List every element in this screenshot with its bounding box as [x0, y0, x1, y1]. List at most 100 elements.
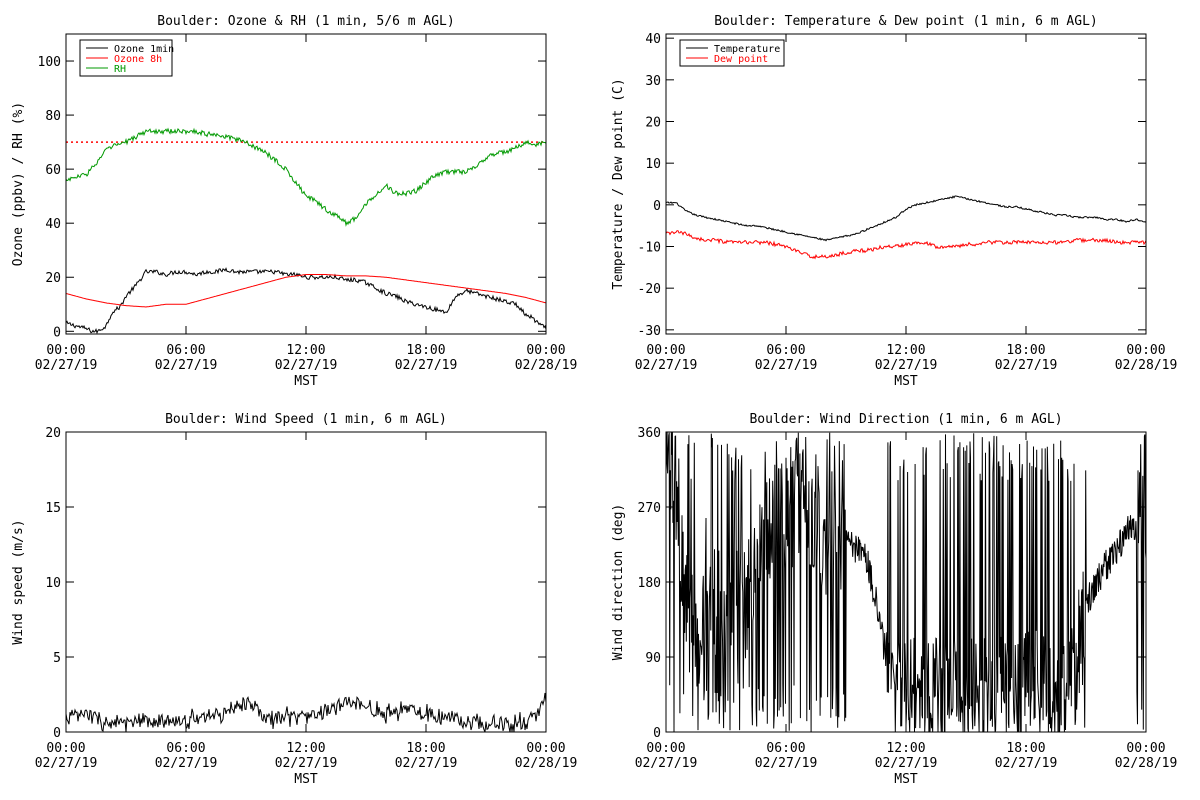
series-line-rh	[66, 127, 546, 227]
y-tick-label: 270	[638, 501, 661, 516]
y-tick-label: 360	[638, 426, 661, 441]
y-tick-label: 100	[38, 55, 61, 70]
x-tick-date: 02/27/19	[275, 756, 338, 771]
x-tick-date: 02/27/19	[875, 358, 938, 373]
plot-title: Boulder: Ozone & RH (1 min, 5/6 m AGL)	[157, 14, 454, 29]
legend-label: Ozone 1min	[114, 44, 174, 55]
x-tick-time: 00:00	[46, 741, 85, 756]
x-tick-date: 02/27/19	[995, 756, 1058, 771]
x-tick-time: 00:00	[526, 741, 565, 756]
y-axis-label: Ozone (ppbv) / RH (%)	[11, 102, 26, 266]
y-tick-label: 30	[645, 74, 661, 89]
temp-dewpoint-panel: Boulder: Temperature & Dew point (1 min,…	[611, 14, 1177, 389]
plot-data	[666, 432, 1146, 732]
x-tick-date: 02/27/19	[995, 358, 1058, 373]
y-tick-label: 10	[45, 576, 61, 591]
y-tick-label: 40	[45, 217, 61, 232]
x-axis-label: MST	[894, 374, 918, 389]
x-tick-date: 02/27/19	[875, 756, 938, 771]
y-tick-label: 0	[653, 199, 661, 214]
x-tick-date: 02/28/19	[515, 756, 578, 771]
x-tick-time: 12:00	[886, 343, 925, 358]
y-tick-label: 60	[45, 163, 61, 178]
x-tick-time: 12:00	[886, 741, 925, 756]
y-tick-label: 5	[53, 651, 61, 666]
x-tick-date: 02/27/19	[395, 358, 458, 373]
x-tick-time: 06:00	[166, 741, 205, 756]
y-axis-label: Wind direction (deg)	[611, 504, 626, 661]
x-tick-date: 02/27/19	[155, 756, 218, 771]
x-tick-date: 02/27/19	[275, 358, 338, 373]
y-tick-label: 0	[53, 325, 61, 340]
x-tick-date: 02/28/19	[515, 358, 578, 373]
y-tick-label: 90	[645, 651, 661, 666]
x-tick-time: 18:00	[406, 343, 445, 358]
x-tick-date: 02/27/19	[35, 756, 98, 771]
plot-title: Boulder: Wind Speed (1 min, 6 m AGL)	[165, 412, 447, 427]
x-tick-time: 06:00	[166, 343, 205, 358]
y-tick-label: 80	[45, 109, 61, 124]
x-tick-time: 00:00	[1126, 741, 1165, 756]
y-tick-label: 0	[653, 726, 661, 741]
y-tick-label: 20	[45, 426, 61, 441]
plot-data	[66, 692, 546, 732]
x-tick-time: 00:00	[646, 343, 685, 358]
plot-data	[66, 127, 546, 334]
x-tick-date: 02/27/19	[155, 358, 218, 373]
x-tick-time: 18:00	[1006, 343, 1045, 358]
x-tick-time: 18:00	[1006, 741, 1045, 756]
legend-label: Temperature	[714, 44, 780, 55]
ozone-rh-panel: Boulder: Ozone & RH (1 min, 5/6 m AGL)02…	[11, 14, 577, 389]
plot-title: Boulder: Temperature & Dew point (1 min,…	[714, 14, 1098, 29]
x-tick-time: 12:00	[286, 741, 325, 756]
y-tick-label: -20	[638, 282, 661, 297]
y-tick-label: 40	[645, 32, 661, 47]
plot-title: Boulder: Wind Direction (1 min, 6 m AGL)	[749, 412, 1062, 427]
y-tick-label: -10	[638, 241, 661, 256]
x-tick-time: 00:00	[646, 741, 685, 756]
y-tick-label: 0	[53, 726, 61, 741]
series-line-data	[666, 432, 1146, 732]
x-tick-date: 02/28/19	[1115, 756, 1178, 771]
legend-label: Ozone 8h	[114, 54, 162, 65]
y-tick-label: 180	[638, 576, 661, 591]
x-tick-date: 02/27/19	[635, 358, 698, 373]
x-tick-time: 12:00	[286, 343, 325, 358]
x-tick-time: 06:00	[766, 741, 805, 756]
wind-speed-panel: Boulder: Wind Speed (1 min, 6 m AGL) 0 5 10…	[11, 412, 577, 787]
y-axis-label: Temperature / Dew point (C)	[611, 78, 626, 289]
x-tick-date: 02/27/19	[755, 756, 818, 771]
series-line-ozone-1min	[66, 267, 546, 334]
series-line-temperature	[666, 195, 1146, 242]
series-line-ozone-8h	[66, 274, 546, 308]
y-axis-label: Wind speed (m/s)	[11, 519, 26, 644]
legend-label: RH	[114, 64, 126, 75]
legend	[679, 39, 785, 67]
x-tick-date: 02/27/19	[35, 358, 98, 373]
x-axis-label: MST	[894, 772, 918, 787]
plot-frame	[665, 33, 1147, 335]
x-tick-date: 02/28/19	[1115, 358, 1178, 373]
x-tick-date: 02/27/19	[755, 358, 818, 373]
y-tick-label: 15	[45, 501, 61, 516]
x-tick-date: 02/27/19	[635, 756, 698, 771]
y-tick-label: 20	[645, 116, 661, 131]
legend-label: Dew point	[714, 54, 768, 65]
y-tick-label: -30	[638, 324, 661, 339]
y-tick-label: 20	[45, 271, 61, 286]
plot-data	[666, 195, 1146, 260]
y-tick-label: 10	[645, 157, 661, 172]
x-tick-date: 02/27/19	[395, 756, 458, 771]
series-line-data	[66, 692, 546, 732]
x-tick-time: 00:00	[1126, 343, 1165, 358]
plot-frame	[65, 431, 547, 733]
x-axis-label: MST	[294, 374, 318, 389]
x-tick-time: 18:00	[406, 741, 445, 756]
x-tick-time: 00:00	[46, 343, 85, 358]
x-tick-time: 00:00	[526, 343, 565, 358]
wind-direction-panel: Boulder: Wind Direction (1 min, 6 m AGL)…	[611, 412, 1177, 787]
x-axis-label: MST	[294, 772, 318, 787]
series-line-dew-point	[666, 230, 1146, 260]
x-tick-time: 06:00	[766, 343, 805, 358]
